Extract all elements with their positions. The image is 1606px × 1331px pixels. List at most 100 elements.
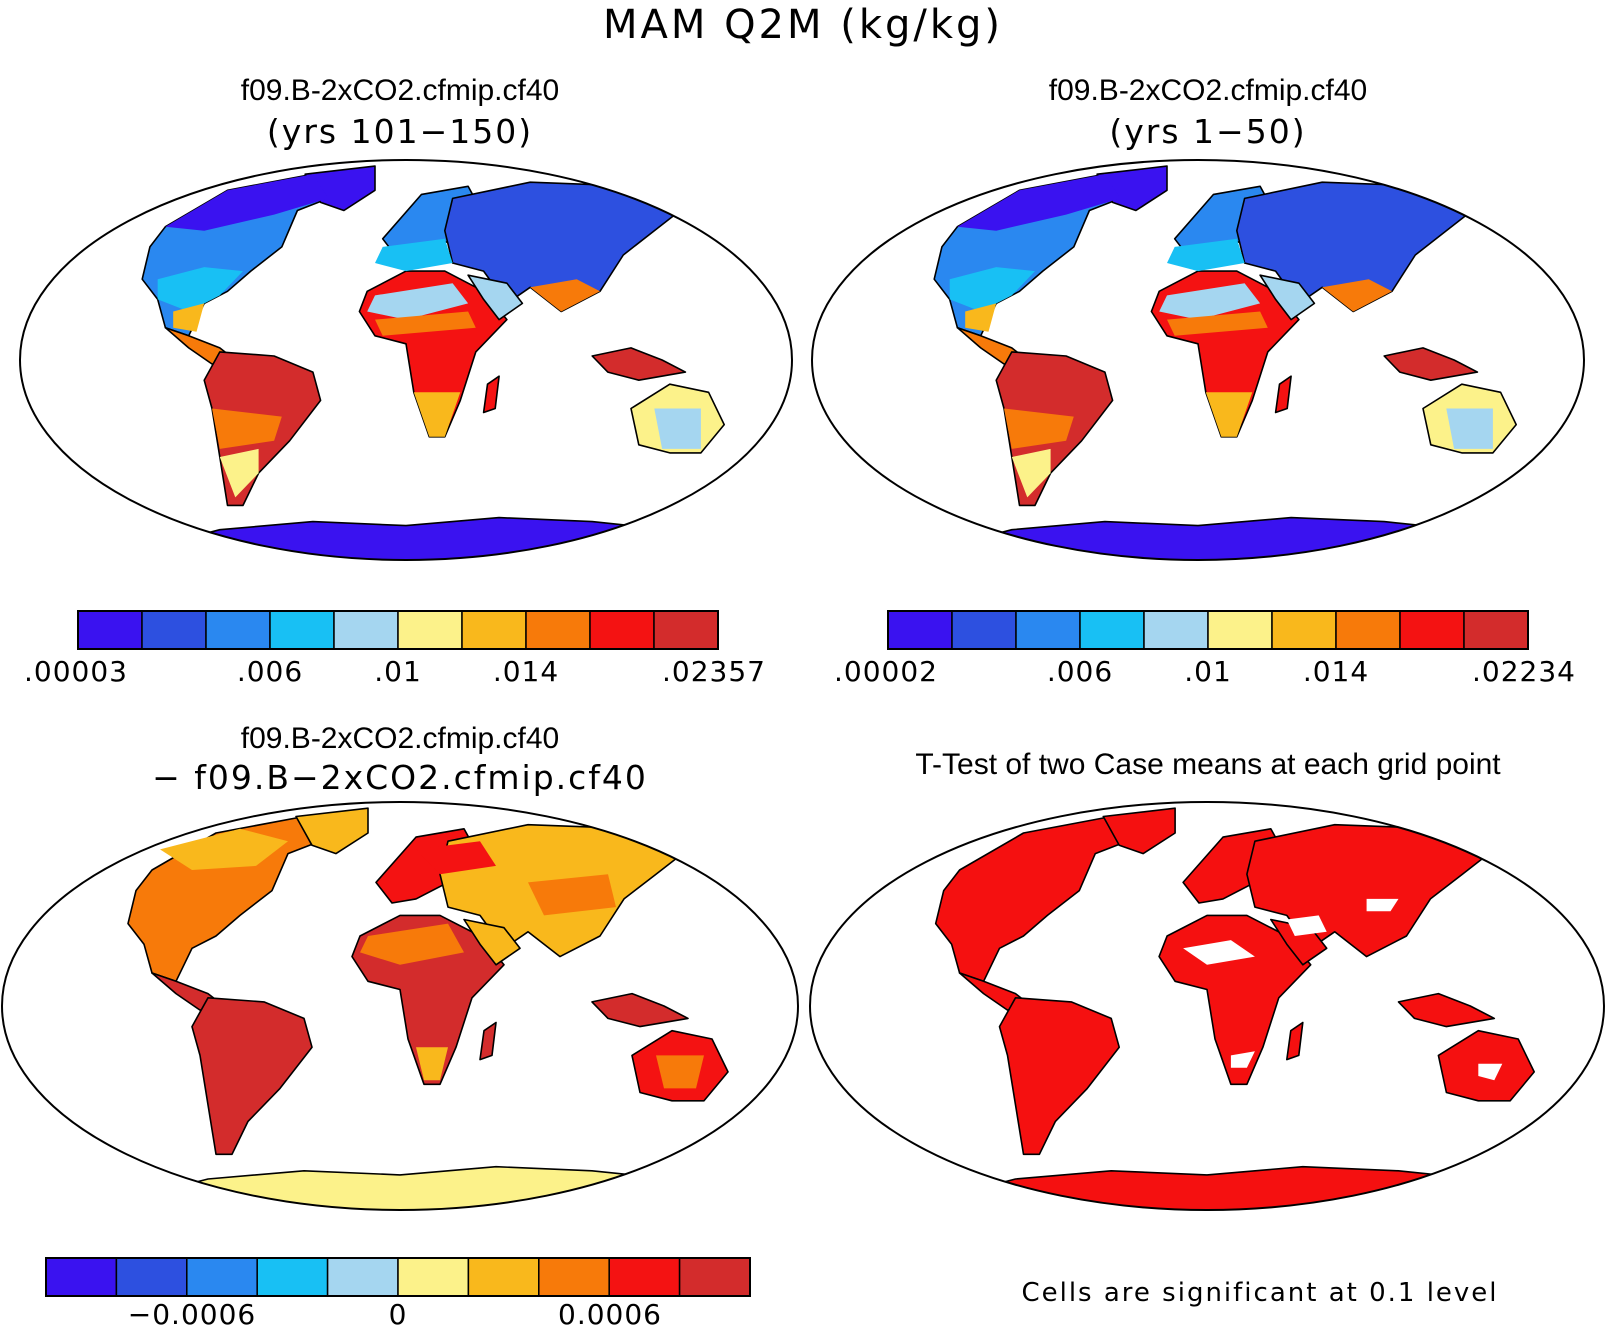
cb3-swatch-0 <box>45 1257 118 1297</box>
continent-indonesia <box>591 347 687 381</box>
contour-band-3 <box>1159 283 1261 320</box>
cb1-swatch-0 <box>77 610 143 650</box>
cb2-swatch-4 <box>1143 610 1209 650</box>
contour-band-4 <box>1478 1063 1503 1081</box>
contour-band-2 <box>360 923 464 965</box>
continent-indonesia <box>1397 992 1496 1028</box>
contour-band-4 <box>1167 238 1245 272</box>
cb2-swatch-7 <box>1335 610 1401 650</box>
land-layer <box>934 807 1536 1210</box>
land-layer <box>127 807 729 1210</box>
cb1-tick-0: .00003 <box>24 655 128 688</box>
contour-band-5 <box>528 874 616 916</box>
cb2-tick-1: .006 <box>1046 655 1114 688</box>
continent-greenland <box>1102 807 1176 855</box>
panel-1-subtitle: (yrs 101−150) <box>266 112 534 151</box>
contour-band-3 <box>416 1047 448 1081</box>
map-panel-difference <box>1 801 799 1211</box>
cb2-swatch-1 <box>951 610 1017 650</box>
continent-indonesia <box>1383 347 1479 381</box>
map-border <box>809 801 1605 1211</box>
cb2-swatch-8 <box>1399 610 1465 650</box>
cb1-frame <box>77 610 719 650</box>
contour-band-1 <box>949 267 1035 312</box>
contour-band-3 <box>1230 1051 1255 1068</box>
cb2-swatch-9 <box>1463 610 1529 650</box>
contour-band-0 <box>1183 940 1255 965</box>
contour-band-2 <box>173 303 205 332</box>
contour-band-6 <box>413 392 461 437</box>
cb3-swatch-4 <box>326 1257 399 1297</box>
cb2-swatch-0 <box>887 610 953 650</box>
contour-band-2 <box>965 303 997 332</box>
cb2-tick-0: .00002 <box>834 655 938 688</box>
cb3-swatch-9 <box>678 1257 751 1297</box>
cb1-tick-4: .02357 <box>662 655 766 688</box>
contour-band-9 <box>219 448 259 498</box>
continent-madagascar <box>482 375 500 414</box>
colorbar-difference <box>45 1257 751 1297</box>
cb3-swatch-3 <box>256 1257 329 1297</box>
cb2-swatch-5 <box>1207 610 1273 650</box>
contour-band-4 <box>375 238 453 272</box>
contour-band-3 <box>367 283 469 320</box>
contour-band-7 <box>1322 279 1392 312</box>
panel-3-subtitle: − f09.B−2xCO2.cfmip.cf40 <box>152 758 648 797</box>
cb1-tick-3: .014 <box>492 655 560 688</box>
contour-band-8 <box>654 408 701 449</box>
cb1-swatch-4 <box>333 610 399 650</box>
land-layer <box>141 165 726 560</box>
significance-note: Cells are significant at 0.1 level <box>1021 1278 1499 1308</box>
contour-band-7 <box>530 279 600 312</box>
colorbar-case2 <box>887 610 1529 650</box>
colorbar-case1 <box>77 610 719 650</box>
panel-2-subtitle: (yrs 1−50) <box>1109 112 1307 151</box>
contour-band-8 <box>1446 408 1493 449</box>
panel-1-title: f09.B-2xCO2.cfmip.cf40 <box>240 74 560 107</box>
continent-arabia <box>463 918 521 966</box>
cb2-frame <box>887 610 1529 650</box>
contour-band-0 <box>165 174 329 231</box>
cb1-swatch-6 <box>461 610 527 650</box>
contour-band-4 <box>656 1055 704 1089</box>
map-panel-case1 <box>19 159 793 561</box>
cb1-swatch-3 <box>269 610 335 650</box>
continent-madagascar <box>1285 1021 1304 1061</box>
map-border <box>1 801 799 1211</box>
cb1-swatch-8 <box>589 610 655 650</box>
contour-band-5 <box>1167 311 1268 336</box>
contour-band-2 <box>1366 898 1399 912</box>
continent-indonesia <box>591 992 689 1028</box>
panel-2-title: f09.B-2xCO2.cfmip.cf40 <box>1048 74 1368 107</box>
continent-madagascar <box>1274 375 1292 414</box>
contour-band-1 <box>157 267 243 312</box>
contour-band-9 <box>1011 448 1051 498</box>
continent-southAmerica <box>191 997 313 1156</box>
cb3-swatch-8 <box>608 1257 681 1297</box>
continent-arabia <box>1259 274 1316 321</box>
contour-band-1 <box>416 841 496 875</box>
cb3-tick-2: 0.0006 <box>558 1298 662 1331</box>
cb3-tick-0: −0.0006 <box>127 1298 257 1331</box>
cb2-tick-3: .014 <box>1302 655 1370 688</box>
cb2-tick-4: .02234 <box>1472 655 1576 688</box>
cb1-swatch-1 <box>141 610 207 650</box>
cb2-tick-2: .01 <box>1184 655 1232 688</box>
map-border <box>811 159 1585 561</box>
cb3-swatch-5 <box>397 1257 470 1297</box>
continent-southAmerica <box>998 997 1121 1156</box>
cb2-swatch-2 <box>1015 610 1081 650</box>
cb1-tick-2: .01 <box>374 655 422 688</box>
contour-band-1 <box>1286 915 1327 936</box>
map-panel-ttest <box>809 801 1605 1211</box>
cb3-swatch-2 <box>186 1257 258 1297</box>
cb1-swatch-2 <box>205 610 271 650</box>
figure-title: MAM Q2M (kg/kg) <box>602 2 1004 48</box>
cb3-swatch-1 <box>115 1257 188 1297</box>
cb1-swatch-7 <box>525 610 591 650</box>
cb3-frame <box>45 1257 751 1297</box>
cb1-swatch-9 <box>653 610 719 650</box>
panel-3-title: f09.B-2xCO2.cfmip.cf40 <box>240 722 560 755</box>
contour-band-6 <box>1205 392 1253 437</box>
contour-band-0 <box>957 174 1121 231</box>
